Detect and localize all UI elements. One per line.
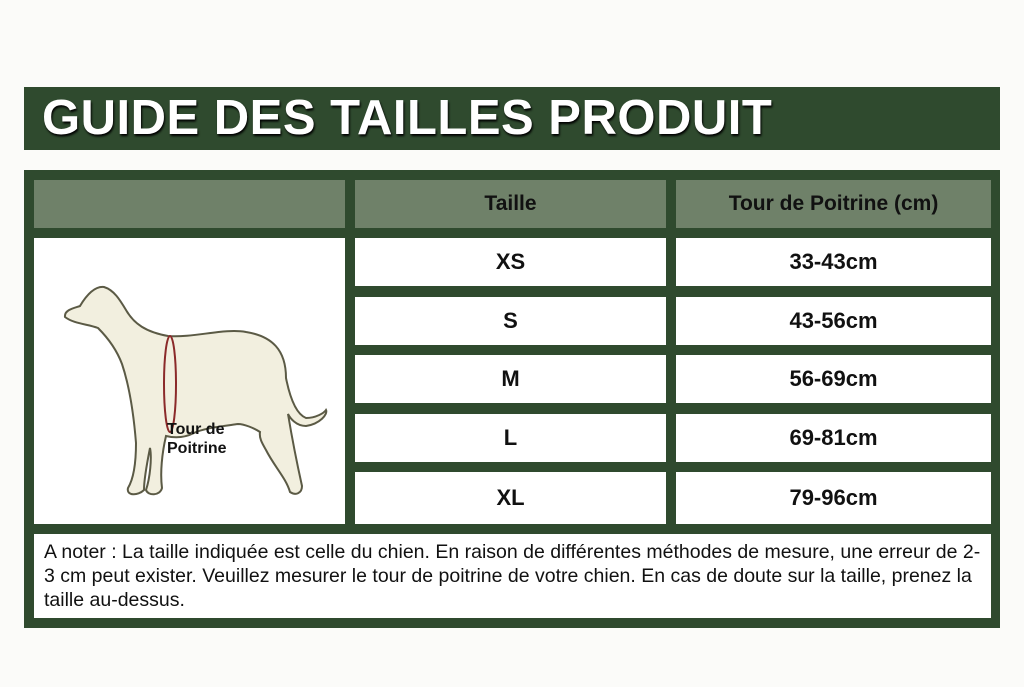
page-title: GUIDE DES TAILLES PRODUIT <box>24 87 1000 150</box>
chest-label: Tour de Poitrine <box>167 420 227 458</box>
row-chest: 69-81cm <box>676 414 991 462</box>
row-size: L <box>355 414 666 462</box>
header-empty-cell <box>34 180 345 228</box>
dog-silhouette-icon <box>63 285 328 496</box>
size-table: Taille Tour de Poitrine (cm) Tour de Poi… <box>24 170 1000 628</box>
chest-label-line1: Tour de <box>167 421 225 438</box>
note-text: A noter : La taille indiquée est celle d… <box>34 534 991 618</box>
row-chest: 43-56cm <box>676 297 991 345</box>
row-size: M <box>355 355 666 403</box>
dog-illustration-cell: Tour de Poitrine <box>34 238 345 524</box>
row-chest: 56-69cm <box>676 355 991 403</box>
row-size: S <box>355 297 666 345</box>
row-chest: 33-43cm <box>676 238 991 286</box>
row-size: XS <box>355 238 666 286</box>
header-chest: Tour de Poitrine (cm) <box>676 180 991 228</box>
chest-label-line2: Poitrine <box>167 440 227 457</box>
row-size: XL <box>355 472 666 524</box>
header-size: Taille <box>355 180 666 228</box>
row-chest: 79-96cm <box>676 472 991 524</box>
